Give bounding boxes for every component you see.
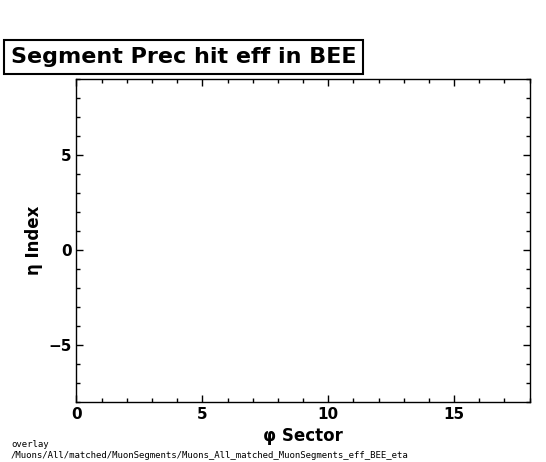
Y-axis label: η Index: η Index bbox=[25, 206, 43, 275]
X-axis label: φ Sector: φ Sector bbox=[263, 427, 343, 445]
Text: Segment Prec hit eff in BEE: Segment Prec hit eff in BEE bbox=[11, 47, 357, 67]
Text: overlay
/Muons/All/matched/MuonSegments/Muons_All_matched_MuonSegments_eff_BEE_e: overlay /Muons/All/matched/MuonSegments/… bbox=[11, 440, 408, 460]
